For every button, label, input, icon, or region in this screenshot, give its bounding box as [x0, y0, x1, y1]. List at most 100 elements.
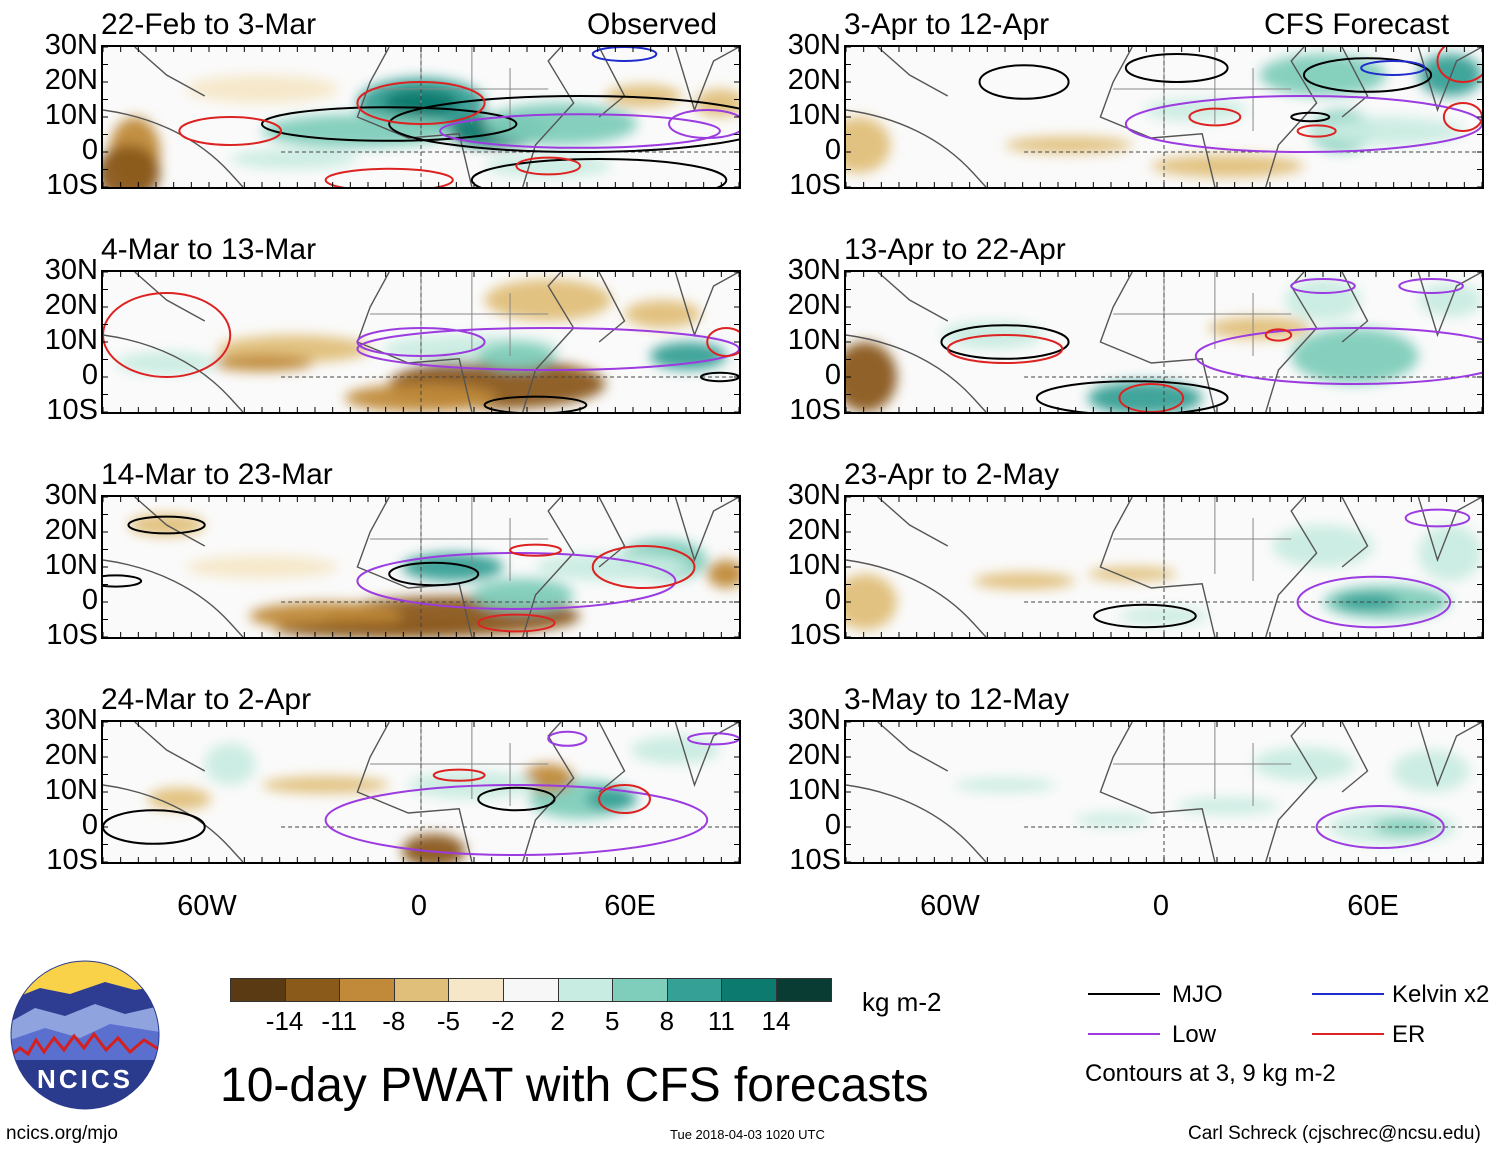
coastline — [846, 722, 1482, 862]
pwat-anomaly-blob — [471, 578, 574, 612]
colorbar-swatch — [666, 978, 723, 1002]
contour-mjo — [1302, 57, 1433, 93]
colorbar-label: 2 — [550, 1006, 565, 1036]
lat-label: 30N — [44, 704, 98, 736]
lat-label: 10S — [789, 619, 841, 651]
contour-er — [946, 334, 1064, 364]
pwat-anomaly-blob — [846, 574, 897, 630]
colorbar-label: -5 — [436, 1006, 460, 1036]
map-panel-svg — [846, 497, 1482, 637]
lon-label-60w-left: 60W — [177, 890, 237, 922]
pwat-anomaly-blob — [484, 154, 612, 178]
pwat-anomaly-blob — [1253, 747, 1355, 781]
pwat-anomaly-blob — [1418, 54, 1482, 96]
colorbar-swatch — [230, 978, 286, 1002]
contour-mjo — [1035, 380, 1229, 412]
colorbar-swatch — [284, 978, 341, 1002]
footer-author[interactable]: Carl Schreck (cjschrec@ncsu.edu) — [1188, 1123, 1481, 1144]
map-panel-svg — [103, 47, 739, 187]
colorbar-label: 8 — [659, 1006, 675, 1036]
pwat-anomaly-blob — [1259, 54, 1387, 96]
pwat-anomaly-blob — [846, 342, 897, 412]
colorbar-label: -8 — [382, 1006, 406, 1036]
legend-label-mjo: MJO — [1172, 981, 1223, 1008]
pwat-anomaly-blob — [846, 117, 891, 173]
coastline — [103, 497, 739, 637]
pwat-anomaly-blob — [605, 84, 682, 108]
legend-note: Contours at 3, 9 kg m-2 — [1085, 1060, 1336, 1087]
contour-mjo — [483, 395, 588, 412]
colorbar-label: 14 — [761, 1006, 791, 1036]
pwat-anomaly-blob — [115, 351, 218, 375]
lat-label: 20N — [44, 289, 98, 321]
map-panel-svg — [846, 272, 1482, 412]
pwat-anomaly-blob — [401, 834, 466, 862]
contour-mjo — [388, 95, 739, 153]
colorbar-units: kg m-2 — [862, 987, 942, 1017]
contour-er — [178, 116, 283, 146]
panel-title: 14-Mar to 23-Mar — [101, 458, 333, 491]
map-panel — [101, 495, 741, 639]
map-panel — [844, 270, 1484, 414]
contour-low — [1398, 278, 1464, 294]
contour-er — [598, 784, 651, 814]
contour-er — [591, 545, 696, 589]
contour-low — [1194, 327, 1482, 385]
lat-label: 0 — [824, 134, 841, 166]
lat-label: 10S — [46, 619, 98, 651]
pwat-anomaly-blob — [211, 354, 313, 372]
pwat-anomaly-blob — [624, 300, 701, 328]
panel-title: 22-Feb to 3-Mar — [101, 8, 317, 41]
colorbar-swatch — [393, 978, 450, 1002]
contour-low — [356, 327, 486, 357]
pwat-anomaly-blob — [204, 743, 256, 785]
ncics-logo: NCICS — [10, 960, 160, 1110]
footer-url[interactable]: ncics.org/mjo — [6, 1123, 118, 1144]
contour-er — [515, 156, 582, 176]
pwat-anomaly-blob — [1087, 567, 1177, 581]
contour-er — [432, 768, 486, 782]
contour-er — [324, 167, 454, 187]
lat-label: 0 — [81, 584, 98, 616]
lat-label: 0 — [81, 359, 98, 391]
lat-label: 10S — [789, 394, 841, 426]
lat-label: 30N — [787, 254, 841, 286]
map-panel — [844, 45, 1484, 189]
observed-label: Observed — [587, 8, 718, 41]
country-borders — [1113, 272, 1292, 356]
colorbar-label: -2 — [491, 1006, 515, 1036]
pwat-anomaly-blob — [478, 342, 555, 370]
lat-label: 30N — [44, 479, 98, 511]
colorbar-label: -11 — [321, 1006, 358, 1036]
contour-er — [706, 327, 739, 357]
pwat-anomaly-blob — [1087, 381, 1203, 412]
colorbar-swatch — [503, 978, 559, 1002]
contour-mjo — [127, 515, 206, 535]
pwat-anomaly-blob — [535, 553, 689, 581]
lat-label: 10N — [44, 324, 98, 356]
map-panel — [101, 45, 741, 189]
lat-label: 20N — [787, 64, 841, 96]
lat-label: 30N — [787, 704, 841, 736]
contour-low — [1296, 575, 1452, 629]
contour-mjo — [103, 574, 143, 588]
colorbar-swatch — [776, 978, 832, 1002]
contour-er — [509, 543, 562, 557]
lat-label: 0 — [824, 584, 841, 616]
pwat-anomaly-blob — [973, 572, 1075, 590]
pwat-anomaly-blob — [103, 145, 161, 187]
pwat-anomaly-blob — [954, 778, 1056, 792]
map-panel — [844, 720, 1484, 864]
lat-label: 10N — [787, 774, 841, 806]
forecast-label: CFS Forecast — [1264, 8, 1450, 41]
lat-label: 10S — [46, 394, 98, 426]
pwat-anomaly-blob — [1418, 525, 1482, 581]
pwat-anomaly-blob — [1291, 328, 1419, 384]
contour-low — [1290, 278, 1356, 294]
colorbar-label: 11 — [707, 1006, 735, 1036]
legend-line-er — [1312, 1033, 1384, 1035]
lon-label-0-left: 0 — [410, 890, 428, 922]
pwat-anomaly-blob — [1144, 98, 1247, 122]
lat-label: 10N — [787, 99, 841, 131]
panel-title: 23-Apr to 2-May — [844, 458, 1060, 491]
